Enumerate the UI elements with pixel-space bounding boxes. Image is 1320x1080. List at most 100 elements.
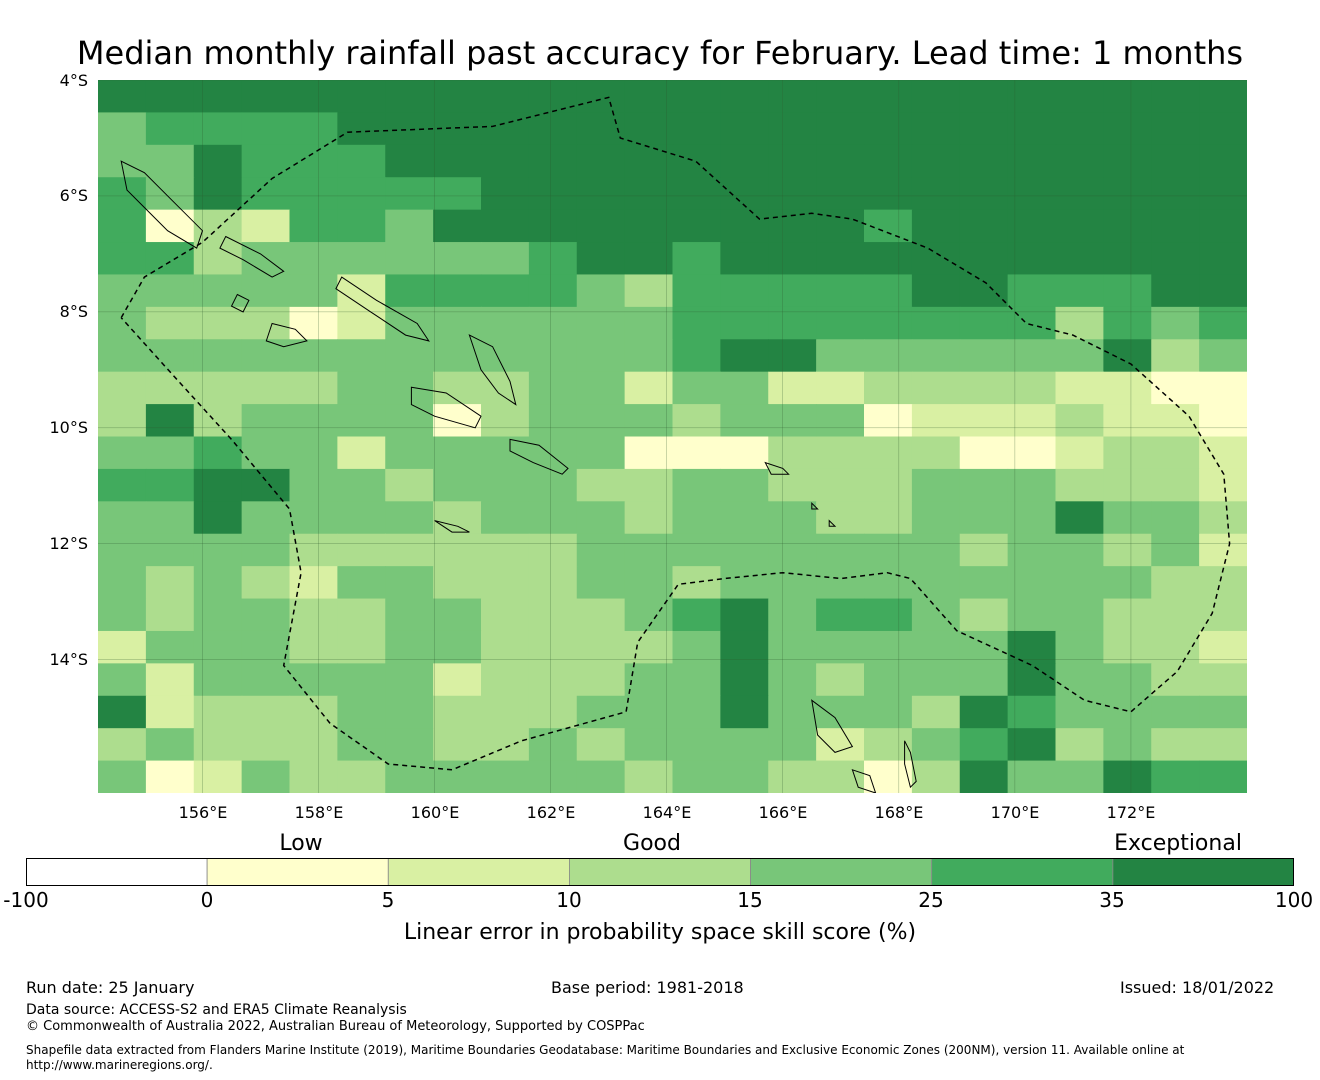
skill-cell (911, 274, 961, 308)
island-outline (468, 334, 517, 406)
skill-cell (1007, 371, 1057, 405)
skill-cell (768, 371, 817, 405)
skill-cell (193, 274, 243, 308)
skill-cell (433, 630, 482, 664)
skill-cell (576, 209, 626, 243)
skill-cell (720, 566, 769, 600)
skill-cell (241, 598, 291, 632)
skill-cell (481, 663, 530, 697)
skill-cell (1199, 598, 1247, 632)
skill-cell (1103, 630, 1152, 664)
colorbar-tick: 0 (200, 888, 214, 912)
skill-cell (289, 760, 338, 793)
skill-cell (816, 566, 865, 600)
island-outline (410, 386, 482, 429)
skill-cell (1199, 242, 1247, 276)
skill-cell (1103, 533, 1152, 567)
skill-cell (911, 177, 961, 211)
skill-cell (1199, 339, 1247, 373)
skill-cell (1007, 436, 1057, 470)
skill-cell (720, 112, 769, 146)
skill-cell (241, 112, 291, 146)
skill-cell (816, 760, 865, 793)
skill-cell (768, 501, 817, 535)
skill-cell (385, 209, 434, 243)
island-outline (811, 699, 854, 753)
island-outline (434, 520, 470, 533)
skill-cell (337, 695, 386, 729)
skill-cell (624, 306, 674, 340)
lon-label-160e: 160°E (410, 803, 460, 822)
skill-cell (241, 371, 291, 405)
skill-cell (959, 209, 1009, 243)
skill-cell (720, 371, 769, 405)
skill-cell (1199, 274, 1247, 308)
skill-cell (768, 533, 817, 567)
skill-cell (1151, 371, 1200, 405)
skill-cell (193, 209, 243, 243)
skill-cell (864, 728, 913, 762)
skill-cell (816, 404, 865, 438)
skill-cell (145, 468, 195, 502)
colorbar-tick: 5 (381, 888, 395, 912)
island-outline (811, 501, 819, 510)
skill-cell (1055, 242, 1104, 276)
skill-cell (241, 760, 291, 793)
skill-cell (145, 663, 195, 697)
skill-cell (1055, 274, 1104, 308)
skill-cell (959, 533, 1009, 567)
skill-cell (385, 112, 434, 146)
skill-cell (959, 177, 1009, 211)
skill-cell (433, 80, 482, 114)
skill-cell (289, 112, 338, 146)
skill-cell (816, 371, 865, 405)
skill-cell (911, 533, 961, 567)
skill-cell (337, 144, 386, 178)
skill-cell (1151, 144, 1200, 178)
skill-cell (385, 695, 434, 729)
skill-cell (1199, 306, 1247, 340)
skill-cell (672, 112, 721, 146)
skill-cell (576, 436, 626, 470)
lon-label-168e: 168°E (874, 803, 924, 822)
skill-cell (98, 728, 147, 762)
skill-cell (98, 177, 147, 211)
skill-cell (289, 501, 338, 535)
skill-cell (1007, 112, 1057, 146)
skill-cell (911, 144, 961, 178)
skill-cell (481, 80, 530, 114)
skill-cell (241, 566, 291, 600)
skill-cell (1007, 760, 1057, 793)
skill-cell (576, 339, 626, 373)
skill-cell (1103, 663, 1152, 697)
skill-cell (624, 242, 674, 276)
skill-cell (768, 404, 817, 438)
map-canvas (98, 80, 1247, 793)
skill-cell (1055, 306, 1104, 340)
skill-cell (959, 112, 1009, 146)
skill-cell (193, 306, 243, 340)
skill-cell (720, 630, 769, 664)
skill-cell (816, 306, 865, 340)
skill-cell (864, 274, 913, 308)
skill-cell (768, 209, 817, 243)
skill-cell (1199, 371, 1247, 405)
skill-cell (1199, 533, 1247, 567)
skill-cell (672, 242, 721, 276)
skill-cell (911, 566, 961, 600)
colorbar-segment (206, 858, 389, 886)
skill-cell (1151, 501, 1200, 535)
skill-cell (864, 371, 913, 405)
skill-cell (385, 242, 434, 276)
skill-cell (864, 468, 913, 502)
skill-cell (1103, 274, 1152, 308)
skill-cell (1103, 695, 1152, 729)
skill-cell (337, 112, 386, 146)
skill-cell (385, 144, 434, 178)
colorbar-segment (569, 858, 751, 886)
skill-cell (98, 760, 147, 793)
skill-cell (241, 630, 291, 664)
lon-label-164e: 164°E (642, 803, 692, 822)
skill-cell (959, 468, 1009, 502)
skill-cell (385, 728, 434, 762)
